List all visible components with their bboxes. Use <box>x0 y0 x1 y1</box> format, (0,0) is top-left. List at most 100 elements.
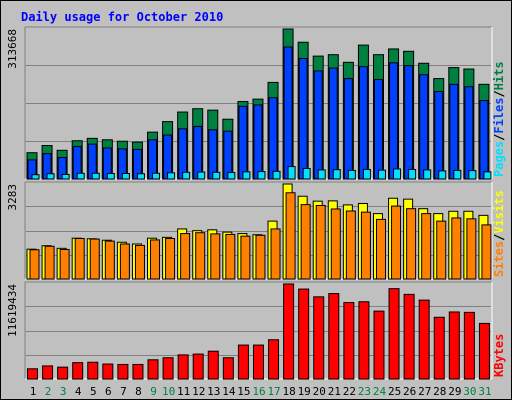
x-tick-label-30: 30 <box>463 385 476 398</box>
pages-bar-31 <box>483 171 492 180</box>
kbytes-bar-8-fill <box>132 363 144 380</box>
sites-bar-28 <box>436 220 447 280</box>
sites-bar-8-fill <box>134 244 145 280</box>
files-bar-11 <box>178 128 188 180</box>
pages-bar-6 <box>106 173 115 180</box>
sites-bar-10-fill <box>165 237 176 280</box>
files-bar-19-fill <box>298 57 308 180</box>
sites-bar-26-fill <box>406 208 417 280</box>
pages-bar-31-fill <box>483 171 492 180</box>
pages-bar-16 <box>257 171 266 180</box>
sites-bar-27 <box>421 213 432 280</box>
sites-bar-1 <box>29 249 40 280</box>
files-bar-21-fill <box>328 67 338 180</box>
x-tick-label-31: 31 <box>478 385 491 398</box>
x-tick-label-26: 26 <box>403 385 416 398</box>
sites-bar-16 <box>255 234 266 280</box>
files-bar-22-fill <box>343 78 353 180</box>
kbytes-bar-8 <box>132 363 144 380</box>
kbytes-bar-15-fill <box>237 344 249 380</box>
sites-bar-24-fill <box>375 218 386 280</box>
sites-bar-7-fill <box>119 243 130 280</box>
panel-3-ymax-label: 11619434 <box>6 284 19 337</box>
kbytes-bar-24-fill <box>373 310 385 380</box>
files-bar-24-fill <box>373 79 383 180</box>
kbytes-bar-14-fill <box>222 357 234 380</box>
x-tick-label-15: 15 <box>237 385 250 398</box>
files-bar-14 <box>223 130 233 180</box>
kbytes-bar-31-fill <box>478 322 490 380</box>
pages-bar-21-fill <box>332 169 341 180</box>
sites-bar-26 <box>406 208 417 280</box>
pages-bar-28 <box>438 170 447 180</box>
sites-bar-24 <box>375 218 386 280</box>
files-bar-12-fill <box>193 125 203 180</box>
pages-bar-10-fill <box>167 172 176 180</box>
sites-bar-20 <box>315 205 326 280</box>
sites-bar-25-fill <box>391 205 402 280</box>
kbytes-bar-20-fill <box>313 296 325 380</box>
files-bar-29-fill <box>449 83 459 180</box>
legend-visits: Visits <box>492 190 506 233</box>
kbytes-bar-18 <box>283 283 295 380</box>
sites-bar-3 <box>59 248 70 280</box>
sites-bar-12-fill <box>195 232 206 280</box>
kbytes-bar-27-fill <box>418 299 430 380</box>
sites-bar-19 <box>300 204 311 280</box>
pages-bar-25-fill <box>393 168 402 180</box>
sites-bar-12 <box>195 232 206 280</box>
pages-bar-9 <box>152 172 161 180</box>
sites-bar-4 <box>74 237 85 280</box>
panel-1-legend: Pages/Files/Hits <box>492 61 506 177</box>
kbytes-bar-16 <box>252 344 264 380</box>
x-tick-label-22: 22 <box>343 385 356 398</box>
pages-bar-13 <box>212 171 221 180</box>
pages-bar-30 <box>468 170 477 180</box>
kbytes-bar-13-fill <box>207 350 219 380</box>
pages-bar-1-fill <box>31 174 40 180</box>
pages-bar-30-fill <box>468 170 477 180</box>
sites-bar-3-fill <box>59 248 70 280</box>
x-tick-label-1: 1 <box>30 385 37 398</box>
pages-bar-6-fill <box>106 173 115 180</box>
kbytes-bar-20 <box>313 296 325 380</box>
pages-bar-22 <box>347 169 356 180</box>
files-bar-12 <box>193 125 203 180</box>
x-tick-label-29: 29 <box>448 385 461 398</box>
files-bar-21 <box>328 67 338 180</box>
pages-bar-23-fill <box>362 168 371 180</box>
files-bar-28 <box>434 90 444 180</box>
x-tick-label-16: 16 <box>252 385 265 398</box>
x-tick-label-5: 5 <box>90 385 97 398</box>
sites-bar-16-fill <box>255 234 266 280</box>
kbytes-bar-3 <box>57 366 69 380</box>
x-tick-label-13: 13 <box>207 385 220 398</box>
sites-bar-13 <box>210 233 221 280</box>
kbytes-bar-6-fill <box>102 363 114 380</box>
kbytes-bar-14 <box>222 357 234 380</box>
panel-2-legend-text: Sites/Visits <box>492 190 506 277</box>
pages-bar-3-fill <box>61 173 70 180</box>
pages-bar-8 <box>136 173 145 180</box>
sites-bar-22 <box>345 210 356 280</box>
kbytes-bar-18-fill <box>283 283 295 380</box>
pages-bar-25 <box>393 168 402 180</box>
x-tick-label-27: 27 <box>418 385 431 398</box>
files-bar-16 <box>253 104 263 180</box>
pages-bar-26-fill <box>408 168 417 180</box>
files-bar-27-fill <box>419 74 429 180</box>
legend-kbytes: KBytes <box>492 334 506 377</box>
sites-bar-17 <box>270 228 281 280</box>
sites-bar-14-fill <box>225 233 236 280</box>
kbytes-bar-11-fill <box>177 354 189 380</box>
pages-bar-18-fill <box>287 166 296 180</box>
kbytes-bar-26 <box>403 293 415 380</box>
x-tick-label-17: 17 <box>267 385 280 398</box>
kbytes-bar-21 <box>328 293 340 380</box>
kbytes-bar-24 <box>373 310 385 380</box>
pages-bar-15 <box>242 171 251 180</box>
files-bar-20 <box>313 70 323 180</box>
kbytes-bar-25-fill <box>388 288 400 380</box>
x-tick-label-6: 6 <box>105 385 112 398</box>
x-tick-label-14: 14 <box>222 385 236 398</box>
